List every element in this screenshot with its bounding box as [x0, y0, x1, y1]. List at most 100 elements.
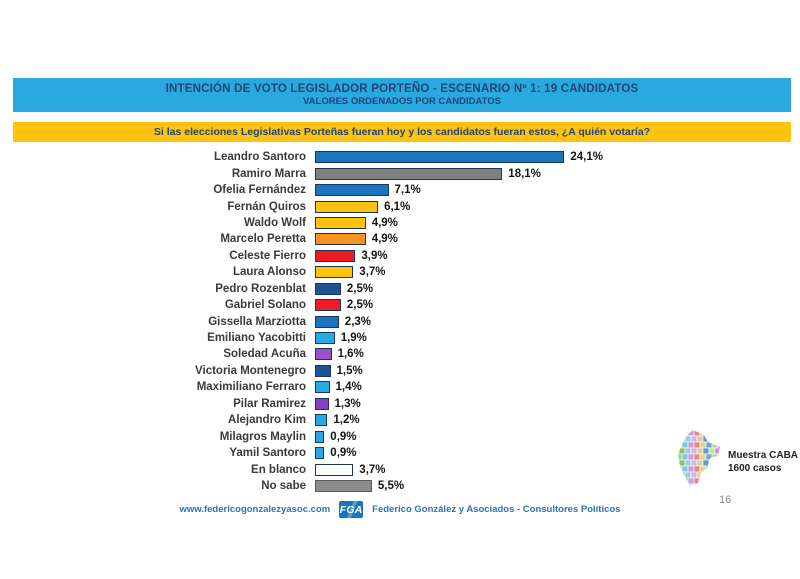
chart-row: Yamil Santoro 0,9% — [0, 445, 680, 461]
chart-row: Leandro Santoro 24,1% — [0, 149, 680, 165]
candidate-label: Milagros Maylin — [219, 430, 306, 443]
candidate-bar — [315, 364, 331, 377]
candidate-bar — [315, 282, 341, 295]
sample-line2: 1600 casos — [728, 462, 782, 474]
chart-row: Milagros Maylin 0,9% — [0, 428, 680, 444]
chart-row: Soledad Acuña 1,6% — [0, 346, 680, 362]
chart-row: Celeste Fierro 3,9% — [0, 248, 680, 264]
chart-row: Victoria Montenegro 1,5% — [0, 363, 680, 379]
value-label: 2,3% — [344, 315, 372, 328]
sample-size-text: Muestra CABA 1600 casos — [728, 450, 798, 475]
candidate-label: Maximiliano Ferraro — [196, 381, 306, 394]
bar-chart: Leandro Santoro 24,1% Ramiro Marra 18,1% Ofe… — [0, 149, 680, 494]
candidate-bar — [315, 463, 354, 476]
candidate-label: No sabe — [261, 479, 306, 492]
chart-row: Gissella Marziotta 2,3% — [0, 313, 680, 329]
candidate-label: Pedro Rozenblat — [215, 282, 306, 295]
value-label: 2,5% — [346, 299, 374, 312]
value-label: 0,9% — [330, 447, 357, 460]
credit-text: Federico González y Asociados - Consulto… — [372, 504, 621, 515]
candidate-label: Alejandro Kim — [228, 414, 306, 427]
candidate-bar — [315, 249, 356, 262]
value-label: 1,5% — [336, 364, 363, 377]
value-label: 4,9% — [371, 233, 398, 246]
candidate-label: Gabriel Solano — [224, 299, 306, 312]
candidate-label: Fernán Quiros — [227, 200, 306, 213]
value-label: 24,1% — [570, 151, 603, 164]
value-label: 7,1% — [394, 184, 421, 197]
candidate-label: Marcelo Peretta — [220, 233, 306, 246]
chart-row: Waldo Wolf 4,9% — [0, 215, 680, 231]
value-label: 6,1% — [384, 200, 411, 213]
candidate-label: Celeste Fierro — [229, 249, 306, 262]
question-banner: Si las elecciones Legislativas Porteñas … — [13, 122, 791, 142]
candidate-bar — [315, 447, 325, 460]
candidate-bar — [315, 184, 389, 197]
candidate-bar — [315, 479, 372, 492]
footer: www.federicogonzalezyasoc.com FGA Federi… — [0, 501, 800, 518]
value-label: 3,7% — [359, 463, 386, 476]
value-label: 1,9% — [340, 332, 367, 345]
candidate-label: Pilar Ramirez — [233, 397, 306, 410]
candidate-bar — [315, 299, 341, 312]
value-label: 2,5% — [346, 282, 374, 295]
chart-row: Ramiro Marra 18,1% — [0, 165, 680, 181]
chart-row: Gabriel Solano 2,5% — [0, 297, 680, 313]
candidate-label: Laura Alonso — [232, 266, 306, 279]
candidate-label: Leandro Santoro — [213, 151, 306, 164]
candidate-label: Victoria Montenegro — [195, 364, 306, 377]
candidate-bar — [315, 381, 330, 394]
chart-row: Emiliano Yacobitti 1,9% — [0, 330, 680, 346]
chart-row: Marcelo Peretta 4,9% — [0, 231, 680, 247]
value-label: 1,6% — [337, 348, 364, 361]
page-subtitle: VALORES ORDENADOS POR CANDIDATOS — [303, 96, 501, 107]
candidate-bar — [315, 167, 503, 180]
candidate-bar — [315, 414, 328, 427]
chart-row: Ofelia Fernández 7,1% — [0, 182, 680, 198]
candidate-label: Gissella Marziotta — [208, 315, 306, 328]
chart-row: No sabe 5,5% — [0, 478, 680, 494]
sample-line1: Muestra CABA — [728, 450, 799, 461]
value-label: 4,9% — [371, 216, 398, 229]
chart-row: Alejandro Kim 1,2% — [0, 412, 680, 428]
candidate-label: Waldo Wolf — [244, 216, 306, 229]
value-label: 1,3% — [334, 397, 361, 410]
candidate-bar — [315, 430, 325, 443]
value-label: 5,5% — [377, 479, 405, 492]
value-label: 18,1% — [508, 167, 541, 180]
candidate-bar — [315, 315, 339, 328]
candidate-label: Ofelia Fernández — [213, 184, 306, 197]
candidate-bar — [315, 348, 332, 361]
question-text: Si las elecciones Legislativas Porteñas … — [153, 126, 651, 138]
website-link[interactable]: www.federicogonzalezyasoc.com — [179, 504, 331, 515]
candidate-bar — [315, 200, 379, 213]
chart-row: Laura Alonso 3,7% — [0, 264, 680, 280]
candidate-label: Soledad Acuña — [223, 348, 306, 361]
page-number: 16 — [719, 494, 732, 506]
fga-logo: FGA — [339, 501, 364, 518]
candidate-label: Ramiro Marra — [231, 167, 306, 180]
title-banner: INTENCIÓN DE VOTO LEGISLADOR PORTEÑO - E… — [13, 78, 791, 112]
candidate-bar — [315, 216, 366, 229]
candidate-bar — [315, 332, 335, 345]
value-label: 1,2% — [333, 414, 360, 427]
candidate-bar — [315, 233, 366, 246]
candidate-bar — [315, 151, 565, 164]
chart-row: Pilar Ramirez 1,3% — [0, 396, 680, 412]
chart-row: En blanco 3,7% — [0, 461, 680, 477]
page-title: INTENCIÓN DE VOTO LEGISLADOR PORTEÑO - E… — [165, 83, 639, 95]
candidate-label: Emiliano Yacobitti — [207, 332, 306, 345]
value-label: 1,4% — [335, 381, 362, 394]
chart-row: Maximiliano Ferraro 1,4% — [0, 379, 680, 395]
value-label: 3,9% — [361, 249, 388, 262]
chart-row: Pedro Rozenblat 2,5% — [0, 281, 680, 297]
candidate-bar — [315, 397, 329, 410]
value-label: 3,7% — [359, 266, 386, 279]
candidate-bar — [315, 266, 354, 279]
caba-map-icon — [678, 430, 720, 486]
candidate-label: Yamil Santoro — [229, 447, 306, 460]
chart-row: Fernán Quiros 6,1% — [0, 198, 680, 214]
value-label: 0,9% — [330, 430, 357, 443]
candidate-label: En blanco — [251, 463, 306, 476]
